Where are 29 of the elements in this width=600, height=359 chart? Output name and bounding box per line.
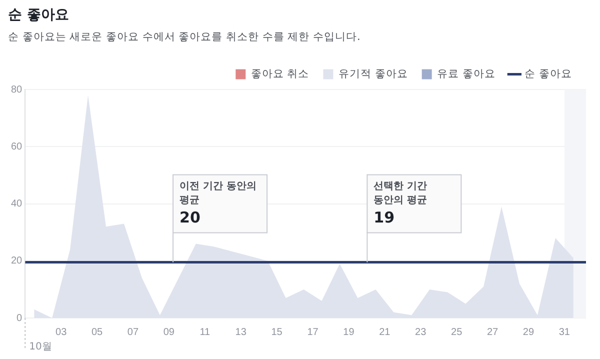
x-tick-label: 17 (307, 326, 319, 338)
x-tick-label: 23 (415, 326, 427, 338)
chart-title: 순 좋아요 (8, 6, 69, 24)
x-tick-label: 03 (56, 326, 68, 338)
y-tick-label: 80 (11, 84, 23, 96)
annotation: 이전 기간 동안의 평균 20 (180, 180, 256, 227)
x-tick-label: 29 (522, 326, 534, 338)
x-tick-label: 09 (163, 326, 175, 338)
y-tick-label: 40 (11, 198, 23, 210)
legend-label: 유기적 좋아요 (338, 68, 408, 80)
x-tick-label: 31 (558, 326, 570, 338)
x-tick-label: 11 (200, 326, 211, 338)
y-tick-label: 20 (11, 256, 23, 267)
annotation: 선택한 기간 동안의 평균 19 (374, 180, 428, 227)
x-tick-label: 13 (235, 326, 247, 338)
x-tick-label: 19 (343, 326, 355, 338)
legend-label: 좋아요 취소 (250, 68, 310, 80)
chart-subtitle: 순 좋아요는 새로운 좋아요 수에서 좋아요를 취소한 수를 제한 수입니다. (8, 30, 360, 44)
x-tick-label: 27 (486, 326, 499, 338)
x-tick-label: 21 (379, 326, 391, 338)
text: 10월 (29, 342, 52, 353)
y-tick-label: 60 (11, 141, 23, 152)
y-tick-label: 0 (16, 312, 23, 324)
x-tick-label: 07 (127, 326, 139, 338)
legend-label: 유료 좋아요 (437, 68, 496, 80)
x-tick-label: 15 (271, 326, 283, 338)
x-tick-label: 25 (451, 326, 463, 338)
legend-label: 순 좋아요 (524, 68, 572, 80)
x-tick-label: 05 (91, 326, 104, 338)
